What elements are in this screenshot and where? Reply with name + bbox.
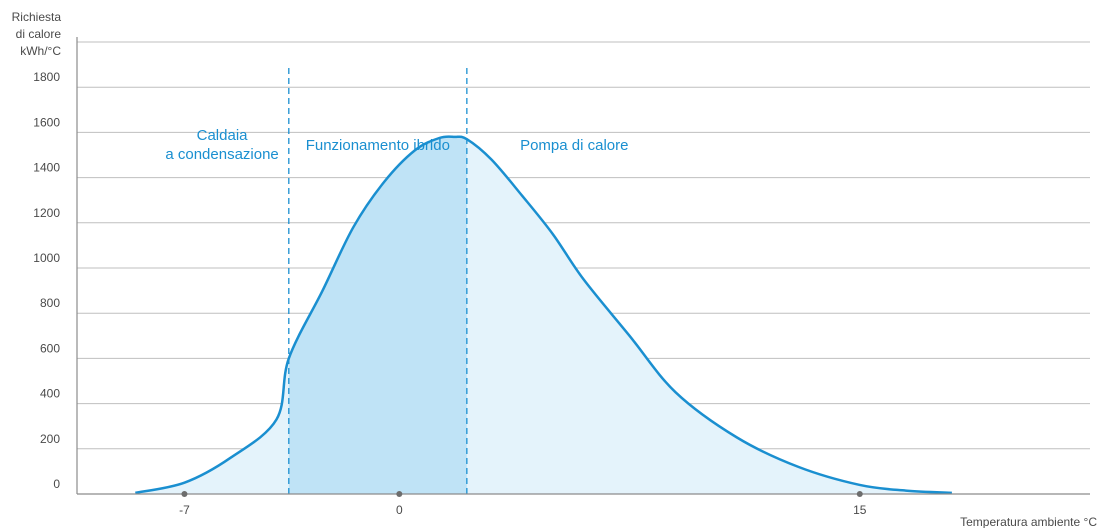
y-tick-labels: 0 200 400 600 800 1000 1200 1400 1600 1800: [33, 70, 60, 491]
y-axis-label: Richiesta di calore kWh/°C: [12, 10, 62, 58]
y-tick-label: 1200: [33, 206, 60, 220]
y-tick-label: 800: [40, 296, 60, 310]
x-axis-label: Temperatura ambiente °C: [960, 515, 1097, 528]
x-tick-label: -7: [179, 503, 190, 517]
x-tick-dot: [181, 491, 188, 497]
x-tick-label: 0: [396, 503, 403, 517]
region-label: Funzionamento ibrido: [306, 137, 450, 154]
y-tick-label: 1600: [33, 115, 60, 129]
y-tick-label: 400: [40, 387, 60, 401]
y-tick-label: 200: [40, 432, 60, 446]
y-tick-label: 1000: [33, 251, 60, 265]
region-label: Caldaia a condensazione: [165, 127, 278, 163]
gridlines: [77, 41, 1090, 450]
region-label: Pompa di calore: [520, 137, 628, 154]
x-tick-dot: [396, 491, 403, 497]
y-tick-label: 1800: [33, 70, 60, 84]
x-tick-label: 15: [853, 503, 867, 517]
y-tick-label: 0: [53, 477, 60, 491]
hybrid-zone-area: [288, 136, 467, 494]
x-ticks: -7 0 15: [179, 491, 867, 517]
y-tick-label: 600: [40, 341, 60, 355]
x-tick-dot: [856, 491, 863, 497]
heat-demand-curve: [135, 135, 952, 495]
region-labels: Caldaia a condensazione Funzionamento ibri…: [165, 127, 628, 163]
y-tick-label: 1400: [33, 161, 60, 175]
